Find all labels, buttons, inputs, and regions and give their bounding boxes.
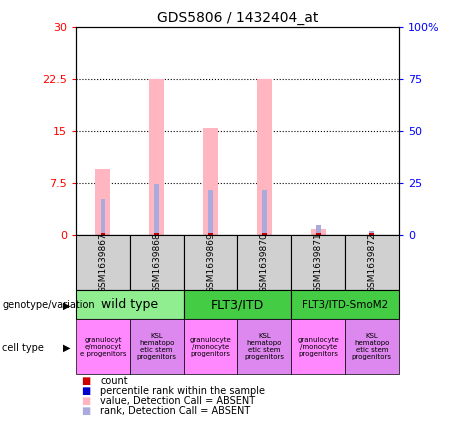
Bar [76, 290, 183, 319]
Bar [100, 233, 106, 235]
Bar [237, 319, 291, 374]
Bar [183, 319, 237, 374]
Bar [203, 128, 218, 235]
Text: granulocyt
e/monocyt
e progenitors: granulocyt e/monocyt e progenitors [80, 337, 126, 357]
Text: granulocyte
/monocyte
progenitors: granulocyte /monocyte progenitors [189, 337, 231, 357]
Text: ■: ■ [81, 376, 90, 386]
Bar [257, 80, 272, 235]
Text: ■: ■ [81, 406, 90, 416]
Text: GSM1639871: GSM1639871 [313, 232, 323, 293]
Text: cell type: cell type [2, 343, 44, 353]
Bar [183, 235, 237, 290]
Bar [130, 319, 183, 374]
Text: rank, Detection Call = ABSENT: rank, Detection Call = ABSENT [100, 406, 250, 416]
Text: ▶: ▶ [63, 343, 71, 353]
Bar [95, 169, 111, 235]
Text: value, Detection Call = ABSENT: value, Detection Call = ABSENT [100, 396, 255, 406]
Text: granulocyte
/monocyte
progenitors: granulocyte /monocyte progenitors [297, 337, 339, 357]
Text: GSM1639867: GSM1639867 [99, 232, 107, 293]
Bar [76, 319, 130, 374]
Bar [291, 290, 399, 319]
Bar [369, 233, 374, 235]
Text: count: count [100, 376, 128, 386]
Text: GSM1639870: GSM1639870 [260, 232, 269, 293]
Text: KSL
hematopo
etic stem
progenitors: KSL hematopo etic stem progenitors [137, 333, 177, 360]
Text: GSM1639872: GSM1639872 [367, 232, 376, 293]
Text: FLT3/ITD: FLT3/ITD [211, 298, 264, 311]
Bar [130, 235, 183, 290]
Bar [208, 190, 213, 235]
Text: GSM1639869: GSM1639869 [206, 232, 215, 293]
Bar [262, 190, 267, 235]
Title: GDS5806 / 1432404_at: GDS5806 / 1432404_at [157, 11, 318, 25]
Bar [154, 184, 159, 235]
Text: wild type: wild type [101, 298, 159, 311]
Text: GSM1639868: GSM1639868 [152, 232, 161, 293]
Bar [345, 235, 399, 290]
Bar [154, 233, 159, 235]
Text: KSL
hematopo
etic stem
progenitors: KSL hematopo etic stem progenitors [244, 333, 284, 360]
Bar [345, 319, 399, 374]
Bar [237, 235, 291, 290]
Bar [291, 319, 345, 374]
Text: ▶: ▶ [63, 300, 71, 310]
Text: FLT3/ITD-SmoM2: FLT3/ITD-SmoM2 [302, 299, 388, 310]
Text: genotype/variation: genotype/variation [2, 300, 95, 310]
Bar [100, 199, 106, 235]
Bar [262, 233, 267, 235]
Bar [311, 228, 325, 235]
Bar [76, 235, 130, 290]
Bar [316, 225, 320, 235]
Bar [208, 233, 213, 235]
Text: KSL
hematopo
etic stem
progenitors: KSL hematopo etic stem progenitors [352, 333, 392, 360]
Text: ■: ■ [81, 396, 90, 406]
Text: percentile rank within the sample: percentile rank within the sample [100, 386, 265, 396]
Bar [316, 233, 320, 235]
Text: ■: ■ [81, 386, 90, 396]
Bar [183, 290, 291, 319]
Bar [369, 231, 374, 235]
Bar [291, 235, 345, 290]
Bar [149, 80, 164, 235]
